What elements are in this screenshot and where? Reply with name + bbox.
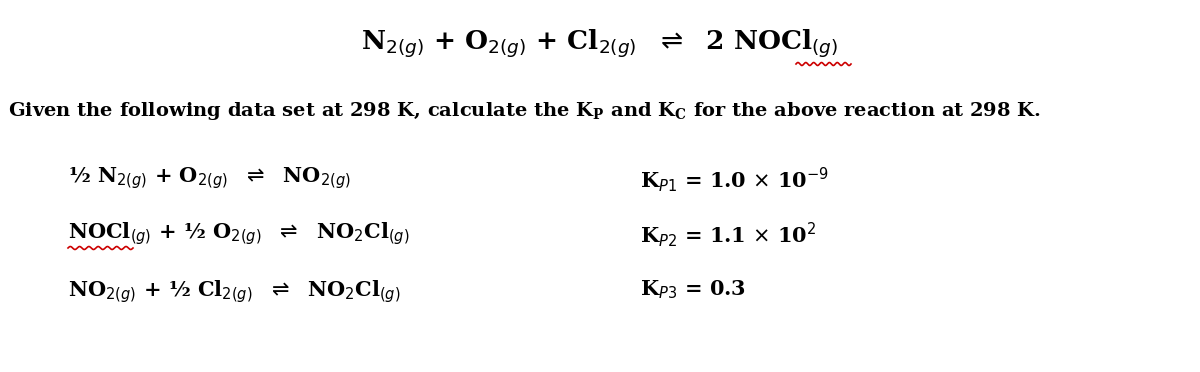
Text: ½ N$_{2(g)}$ + O$_{2(g)}$  $\rightleftharpoons$  NO$_{2(g)}$: ½ N$_{2(g)}$ + O$_{2(g)}$ $\rightlefthar… — [68, 165, 350, 191]
Text: NO$_{2(g)}$ + ½ Cl$_{2(g)}$  $\rightleftharpoons$  NO$_2$Cl$_{(g)}$: NO$_{2(g)}$ + ½ Cl$_{2(g)}$ $\rightlefth… — [68, 278, 401, 305]
Text: K$_{P2}$ = 1.1 $\times$ 10$^{2}$: K$_{P2}$ = 1.1 $\times$ 10$^{2}$ — [640, 220, 816, 249]
Text: NOCl$_{(g)}$ + ½ O$_{2(g)}$  $\rightleftharpoons$  NO$_2$Cl$_{(g)}$: NOCl$_{(g)}$ + ½ O$_{2(g)}$ $\rightlefth… — [68, 220, 409, 247]
Text: N$_{2(g)}$ + O$_{2(g)}$ + Cl$_{2(g)}$  $\rightleftharpoons$  2 NOCl$_{(g)}$: N$_{2(g)}$ + O$_{2(g)}$ + Cl$_{2(g)}$ $\… — [361, 28, 839, 60]
Text: K$_{P3}$ = 0.3: K$_{P3}$ = 0.3 — [640, 278, 746, 301]
Text: Given the following data set at 298 K, calculate the K$_\mathregular{P}$ and K$_: Given the following data set at 298 K, c… — [8, 100, 1040, 122]
Text: K$_{P1}$ = 1.0 $\times$ 10$^{-9}$: K$_{P1}$ = 1.0 $\times$ 10$^{-9}$ — [640, 165, 829, 194]
